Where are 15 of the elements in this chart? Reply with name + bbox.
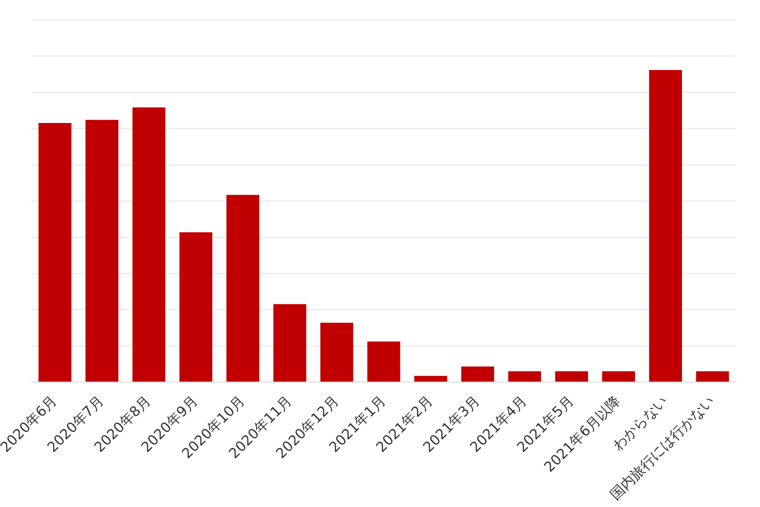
bar <box>226 194 260 382</box>
bar <box>38 123 72 382</box>
bar <box>85 120 118 382</box>
bar <box>273 304 306 382</box>
bar <box>320 322 354 382</box>
bar <box>602 371 636 382</box>
bar <box>696 371 729 382</box>
bar <box>555 371 588 382</box>
bar <box>414 376 448 382</box>
bar <box>179 232 212 382</box>
bar <box>132 107 166 382</box>
bar <box>461 366 494 382</box>
bar <box>508 371 542 382</box>
bar <box>649 70 682 382</box>
bar <box>367 342 400 382</box>
